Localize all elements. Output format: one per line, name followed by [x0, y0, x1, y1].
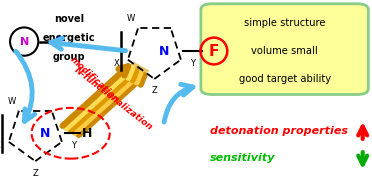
Text: good target ability: good target ability	[238, 74, 331, 84]
Text: H: H	[81, 127, 92, 140]
Polygon shape	[62, 62, 150, 135]
Text: novel: novel	[54, 14, 84, 24]
Text: N: N	[159, 45, 169, 57]
Text: energetic: energetic	[42, 33, 95, 43]
Text: N-functionalization: N-functionalization	[73, 66, 154, 132]
Text: detonation properties: detonation properties	[210, 126, 348, 136]
Text: Y: Y	[190, 59, 195, 68]
FancyBboxPatch shape	[201, 4, 368, 94]
Text: F: F	[209, 43, 219, 59]
Text: group: group	[52, 52, 85, 62]
Text: W: W	[127, 14, 135, 23]
Text: F: F	[57, 35, 65, 48]
Text: sensitivity: sensitivity	[210, 153, 276, 163]
Text: N: N	[40, 127, 50, 140]
Text: Z: Z	[151, 86, 157, 95]
Text: volume small: volume small	[251, 46, 318, 56]
Text: X: X	[114, 59, 119, 68]
Text: simple structure: simple structure	[244, 18, 326, 28]
Text: N: N	[20, 37, 29, 46]
Text: W: W	[8, 97, 16, 105]
Text: modification: modification	[68, 55, 121, 105]
Text: Z: Z	[32, 169, 38, 177]
Text: Y: Y	[71, 141, 76, 150]
